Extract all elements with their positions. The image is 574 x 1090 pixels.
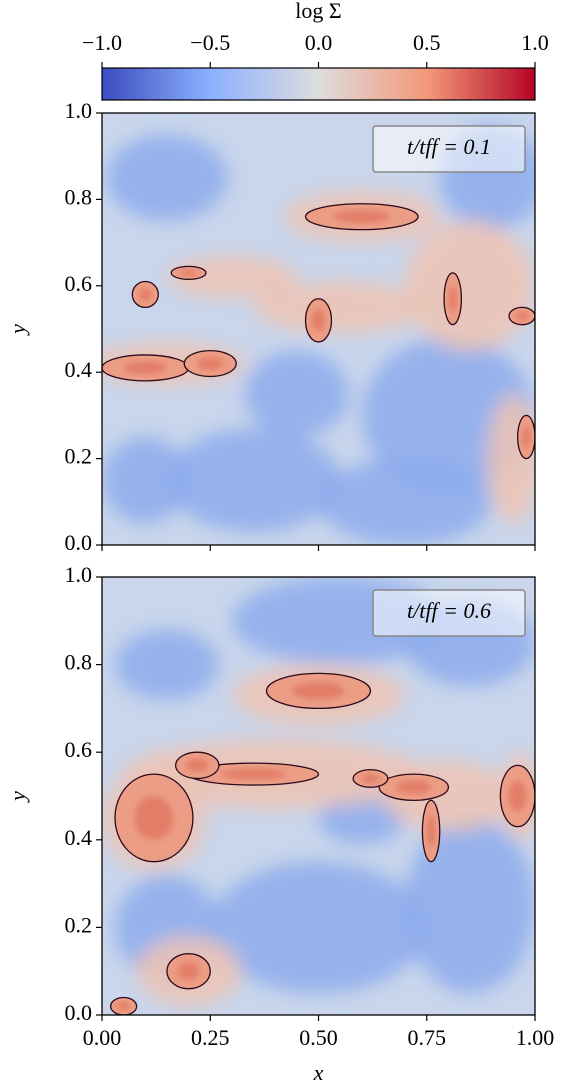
x-tick-label: 0.75 <box>408 1025 447 1050</box>
y-tick-label: 0.2 <box>65 912 93 937</box>
annotation: t/tff = 0.6 <box>407 598 491 623</box>
high-core <box>333 210 390 224</box>
high-core <box>448 285 458 312</box>
y-tick-label: 1.0 <box>65 562 93 587</box>
y-tick-label: 0.6 <box>65 271 93 296</box>
colorbar-tick-label: 0.5 <box>413 30 441 55</box>
high-core <box>522 426 531 448</box>
colorbar-tick-label: −1.0 <box>82 30 122 55</box>
high-core <box>134 796 174 840</box>
colorbar-tick-label: 1.0 <box>521 30 549 55</box>
low-density <box>114 629 219 700</box>
high-core <box>292 682 345 700</box>
colorbar-tick-label: 0.0 <box>305 30 333 55</box>
high-core <box>138 287 152 301</box>
annotation-box <box>372 125 526 173</box>
high-core <box>179 269 198 277</box>
y-tick-label: 0.8 <box>65 650 93 675</box>
mid-density <box>253 281 427 334</box>
high-core <box>197 357 224 371</box>
high-core <box>426 815 436 847</box>
x-tick-label: 0.00 <box>83 1025 122 1050</box>
y-axis-label: y <box>5 324 30 336</box>
heatmap-field <box>102 113 535 545</box>
high-core <box>117 1001 131 1011</box>
colorbar-tick-label: −0.5 <box>190 30 230 55</box>
y-tick-label: 0.0 <box>65 530 93 555</box>
high-core <box>177 962 200 980</box>
heatmap-field <box>102 577 535 1015</box>
mid-density <box>405 220 535 351</box>
high-core <box>509 780 527 812</box>
y-tick-label: 0.4 <box>65 357 93 382</box>
high-core <box>186 758 209 772</box>
x-tick-label: 0.50 <box>299 1025 338 1050</box>
annotation-box <box>372 589 526 637</box>
low-density <box>318 458 492 545</box>
high-core <box>361 774 380 783</box>
low-density <box>106 134 228 221</box>
high-core <box>396 780 432 794</box>
y-axis-label: y <box>5 791 30 803</box>
x-tick-label: 1.00 <box>516 1025 555 1050</box>
x-axis-label: x <box>313 1060 324 1085</box>
mid-density <box>487 393 535 524</box>
mid-density <box>166 255 297 299</box>
y-tick-label: 0.6 <box>65 737 93 762</box>
low-density <box>102 437 189 524</box>
x-tick-label: 0.25 <box>191 1025 230 1050</box>
y-tick-label: 0.4 <box>65 825 93 850</box>
y-tick-label: 1.0 <box>65 98 93 123</box>
colorbar <box>101 67 536 101</box>
annotation: t/tff = 0.1 <box>407 134 491 159</box>
y-tick-label: 0.2 <box>65 444 93 469</box>
high-core <box>312 309 325 332</box>
high-core <box>123 361 167 375</box>
high-core <box>221 768 287 780</box>
low-density <box>405 817 535 994</box>
y-tick-label: 0.0 <box>65 1000 93 1025</box>
y-tick-label: 0.8 <box>65 184 93 209</box>
colorbar-label: log Σ <box>295 0 341 23</box>
high-core <box>515 311 529 321</box>
low-density <box>244 350 349 437</box>
low-density <box>166 428 341 533</box>
low-density <box>210 861 427 994</box>
